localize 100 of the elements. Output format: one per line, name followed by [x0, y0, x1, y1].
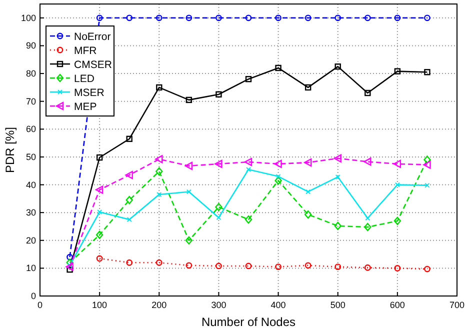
- point: [66, 258, 74, 267]
- x-tick-label: 700: [449, 300, 465, 310]
- point: [393, 160, 402, 168]
- point: [216, 215, 222, 220]
- y-tick-label: 90: [26, 40, 36, 51]
- point: [394, 68, 401, 74]
- point: [156, 192, 162, 197]
- point: [186, 262, 192, 269]
- point: [364, 14, 371, 22]
- y-tick-label: 50: [26, 152, 36, 162]
- point: [216, 91, 222, 98]
- point: [186, 189, 192, 194]
- point: [156, 259, 162, 266]
- legend-label: LED: [74, 73, 95, 85]
- point: [304, 262, 312, 269]
- point: [334, 264, 342, 270]
- legend-label: NoError: [74, 31, 112, 43]
- x-tick-label: 500: [330, 300, 346, 310]
- x-axis-title: Number of Nodes: [201, 315, 296, 329]
- point: [245, 76, 252, 82]
- point: [244, 215, 252, 224]
- x-tick-label: 300: [211, 300, 226, 310]
- point: [423, 160, 431, 169]
- point: [334, 154, 342, 162]
- point: [126, 14, 133, 22]
- point: [334, 63, 341, 70]
- point: [394, 264, 401, 272]
- point: [156, 14, 162, 22]
- point: [96, 255, 103, 262]
- point: [275, 64, 282, 72]
- x-tick-label: 400: [270, 300, 286, 310]
- point: [306, 189, 311, 194]
- x-tick-label: 600: [390, 300, 405, 310]
- point: [186, 96, 192, 104]
- legend-label: MFR: [74, 45, 98, 57]
- point: [66, 262, 74, 271]
- point: [66, 266, 73, 273]
- legend-label: CMSER: [74, 59, 112, 71]
- y-tick-label: 0: [30, 291, 36, 301]
- point: [304, 210, 312, 219]
- point: [304, 14, 312, 22]
- x-tick-label: 0: [37, 300, 43, 310]
- point: [394, 14, 401, 22]
- point: [216, 14, 222, 22]
- point: [245, 262, 252, 270]
- point: [394, 182, 400, 188]
- point: [156, 167, 163, 176]
- point: [365, 216, 370, 221]
- x-tick-label: 200: [152, 300, 167, 310]
- point: [364, 264, 371, 271]
- y-tick-label: 80: [26, 68, 36, 79]
- point: [215, 202, 222, 212]
- point: [424, 14, 430, 22]
- point: [424, 266, 430, 272]
- point: [214, 160, 222, 168]
- point: [424, 156, 431, 164]
- point: [304, 84, 312, 91]
- point: [274, 176, 282, 185]
- point: [126, 217, 132, 222]
- point: [125, 170, 133, 180]
- legend-label: MEP: [74, 101, 97, 113]
- y-tick-label: 40: [26, 180, 36, 190]
- point: [126, 136, 132, 142]
- point: [156, 84, 162, 91]
- point: [334, 14, 342, 22]
- y-tick-label: 30: [26, 208, 36, 218]
- point: [276, 174, 281, 179]
- y-tick-label: 60: [26, 124, 36, 134]
- y-tick-label: 100: [20, 12, 36, 23]
- point: [394, 216, 402, 226]
- point: [66, 254, 73, 260]
- point: [334, 222, 342, 230]
- point: [424, 69, 430, 76]
- point: [186, 14, 192, 22]
- point: [335, 174, 340, 180]
- point: [245, 14, 252, 22]
- point: [364, 222, 372, 232]
- point: [216, 262, 222, 270]
- point: [97, 210, 102, 215]
- point: [185, 236, 193, 244]
- point: [95, 186, 104, 194]
- x-tick-label: 100: [92, 300, 108, 310]
- point: [364, 90, 371, 96]
- y-tick-label: 20: [26, 235, 36, 246]
- y-tick-label: 70: [26, 96, 36, 106]
- point: [96, 14, 103, 22]
- y-axis-title: PDR [%]: [3, 126, 17, 174]
- point: [364, 158, 372, 166]
- point: [96, 230, 104, 239]
- point: [244, 158, 252, 166]
- point: [155, 155, 163, 164]
- point: [304, 158, 312, 167]
- point: [96, 154, 103, 161]
- legend-label: MSER: [74, 87, 105, 99]
- point: [126, 196, 133, 204]
- point: [184, 162, 193, 170]
- point: [275, 14, 282, 22]
- point: [275, 264, 282, 270]
- point: [246, 166, 251, 172]
- y-tick-label: 10: [26, 263, 36, 274]
